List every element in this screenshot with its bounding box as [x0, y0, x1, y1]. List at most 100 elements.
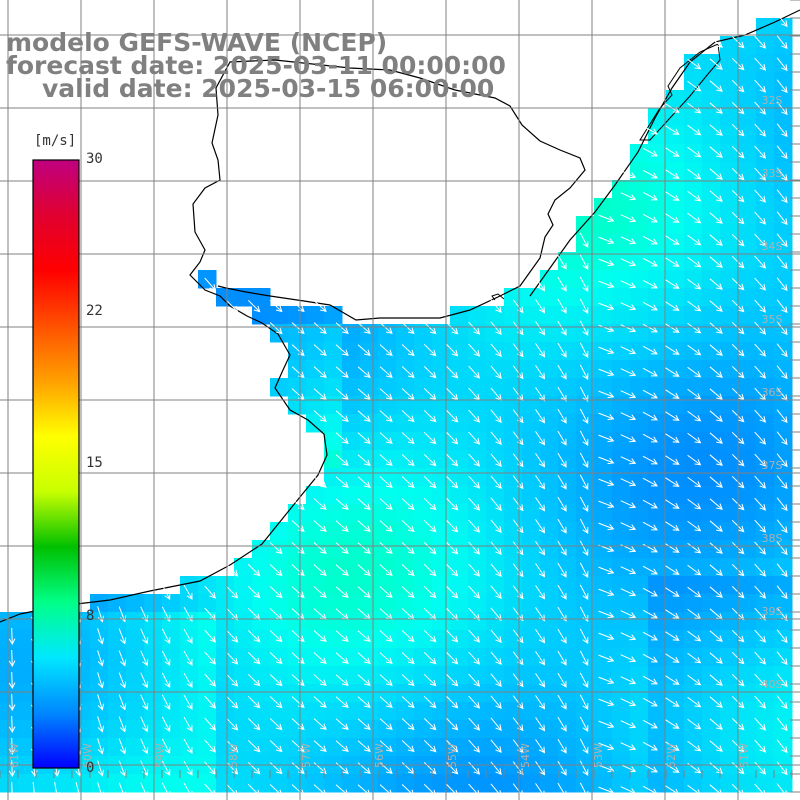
wind-speed-cell — [738, 558, 757, 577]
wind-arrow — [226, 651, 239, 665]
wind-speed-cell — [666, 234, 685, 253]
wind-arrow — [687, 366, 702, 378]
wind-speed-cell — [702, 576, 721, 595]
wind-speed-cell — [738, 234, 757, 253]
wind-speed-cell — [774, 36, 793, 55]
wind-speed-cell — [342, 468, 361, 487]
wind-speed-cell — [702, 720, 721, 739]
wind-speed-cell — [702, 450, 721, 469]
wind-speed-cell — [324, 414, 343, 433]
wind-arrow — [620, 170, 637, 179]
wind-speed-cell — [180, 576, 199, 595]
wind-arrow — [754, 651, 767, 665]
wind-speed-cell — [378, 666, 397, 685]
wind-arrow — [776, 717, 788, 732]
latitude-label: 36S — [762, 386, 783, 399]
wind-speed-cell — [162, 630, 181, 649]
wind-speed-cell — [774, 648, 793, 667]
wind-arrow — [557, 298, 567, 314]
wind-speed-cell — [378, 360, 397, 379]
wind-arrow — [687, 190, 702, 202]
wind-speed-cell — [756, 630, 775, 649]
wind-arrow — [535, 497, 546, 512]
wind-arrow — [204, 629, 216, 643]
wind-speed-cell — [90, 684, 109, 703]
wind-speed-cell — [594, 360, 613, 379]
wind-arrow — [53, 782, 60, 799]
wind-speed-cell — [486, 702, 505, 721]
wind-speed-cell — [702, 342, 721, 361]
wind-speed-cell — [396, 378, 415, 397]
wind-speed-cell — [576, 216, 595, 235]
wind-arrow — [579, 628, 589, 645]
wind-speed-cell — [360, 540, 379, 559]
wind-arrow — [776, 13, 788, 28]
wind-arrow — [535, 761, 546, 776]
wind-speed-cell — [630, 432, 649, 451]
wind-arrow — [709, 388, 723, 400]
wind-speed-cell — [288, 576, 307, 595]
wind-speed-cell — [738, 414, 757, 433]
wind-speed-cell — [702, 324, 721, 343]
wind-arrow — [776, 651, 788, 666]
wind-arrow — [490, 497, 502, 511]
wind-speed-cell — [576, 486, 595, 505]
wind-speed-cell — [270, 558, 289, 577]
wind-speed-cell — [702, 540, 721, 559]
wind-arrow — [598, 764, 615, 773]
wind-arrow — [161, 584, 171, 601]
wind-arrow — [335, 630, 349, 642]
wind-arrow — [754, 79, 767, 93]
wind-speed-cell — [486, 486, 505, 505]
wind-arrow — [247, 762, 261, 775]
wind-arrow — [557, 650, 567, 666]
wind-arrow — [423, 740, 437, 753]
wind-arrow — [379, 652, 393, 665]
wind-speed-cell — [576, 558, 595, 577]
wind-arrow — [776, 497, 788, 512]
longitude-label: 55W — [446, 743, 459, 768]
wind-speed-cell — [612, 198, 631, 217]
wind-arrow — [776, 431, 788, 446]
wind-speed-cell — [396, 576, 415, 595]
wind-speed-cell — [684, 360, 703, 379]
wind-arrow — [226, 783, 239, 797]
wind-speed-cell — [486, 594, 505, 613]
wind-arrow — [664, 719, 680, 729]
wind-speed-cell — [612, 414, 631, 433]
wind-arrow — [687, 344, 702, 356]
wind-speed-cell — [774, 72, 793, 91]
wind-speed-cell — [522, 774, 541, 793]
wind-speed-cell — [738, 612, 757, 631]
wind-arrow — [754, 453, 767, 467]
wind-speed-cell — [252, 774, 271, 793]
wind-speed-cell — [450, 720, 469, 739]
wind-speed-cell — [270, 522, 289, 541]
wind-speed-cell — [450, 342, 469, 361]
wind-speed-cell — [180, 666, 199, 685]
wind-speed-cell — [612, 450, 631, 469]
wind-speed-cell — [126, 702, 145, 721]
wind-arrow — [379, 740, 393, 753]
wind-arrow — [423, 322, 437, 335]
wind-arrow — [446, 629, 459, 643]
wind-arrow — [490, 761, 502, 775]
wind-speed-cell — [594, 414, 613, 433]
wind-speed-cell — [324, 306, 343, 325]
wind-arrow — [776, 35, 788, 50]
wind-speed-cell — [540, 468, 559, 487]
wind-arrow — [247, 784, 261, 797]
wind-arrow — [642, 631, 658, 641]
wind-arrow — [776, 321, 788, 336]
wind-speed-cell — [738, 576, 757, 595]
wind-speed-cell — [522, 414, 541, 433]
wind-speed-cell — [558, 432, 577, 451]
wind-speed-cell — [288, 558, 307, 577]
wind-speed-cell — [180, 684, 199, 703]
wind-arrow — [620, 412, 637, 421]
wind-speed-cell — [450, 486, 469, 505]
wind-arrow — [557, 342, 567, 358]
title-valid-date: valid date: 2025-03-15 06:00:00 — [42, 74, 495, 103]
wind-speed-cell — [126, 594, 145, 613]
